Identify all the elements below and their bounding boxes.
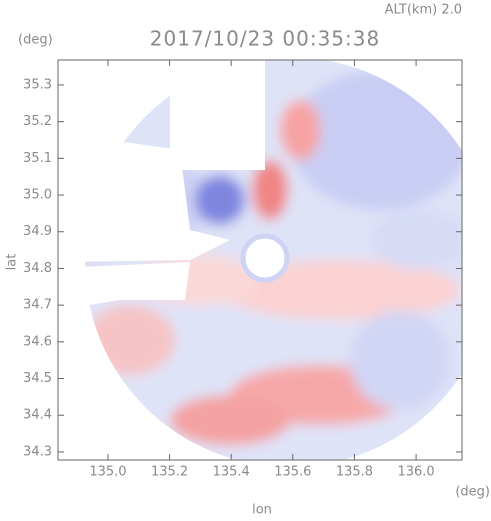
- x-tick-label: 136.0: [397, 465, 434, 480]
- y-tick-label: 35.0: [23, 188, 52, 203]
- y-tick-label: 35.2: [23, 114, 52, 129]
- x-tick-label: 135.4: [213, 465, 250, 480]
- x-label: lon: [252, 503, 272, 518]
- plot-frame: [57, 59, 463, 461]
- chart-title: 2017/10/23 00:35:38: [150, 27, 380, 51]
- x-tick-label: 135.8: [336, 465, 373, 480]
- radar-field: [58, 60, 462, 460]
- y-label: lat: [5, 254, 20, 271]
- y-tick-label: 34.9: [23, 224, 52, 239]
- y-unit: (deg): [18, 33, 53, 48]
- subtitle: ALT(km) 2.0: [385, 3, 462, 18]
- x-unit: (deg): [455, 485, 490, 500]
- x-tick-label: 135.6: [274, 465, 311, 480]
- y-tick-label: 34.5: [23, 371, 52, 386]
- no-data: [170, 60, 265, 170]
- y-tick-label: 35.3: [23, 77, 52, 92]
- x-tick-label: 135.0: [89, 465, 126, 480]
- y-tick-label: 34.3: [23, 444, 52, 459]
- y-tick-label: 34.7: [23, 298, 52, 313]
- x-tick-label: 135.2: [151, 465, 188, 480]
- no-data: [240, 233, 290, 283]
- no-data: [58, 140, 230, 262]
- y-tick-label: 34.8: [23, 261, 52, 276]
- y-tick-label: 34.4: [23, 408, 52, 423]
- no-data: [58, 262, 190, 310]
- y-tick-label: 35.1: [23, 151, 52, 166]
- y-tick-label: 34.6: [23, 334, 52, 349]
